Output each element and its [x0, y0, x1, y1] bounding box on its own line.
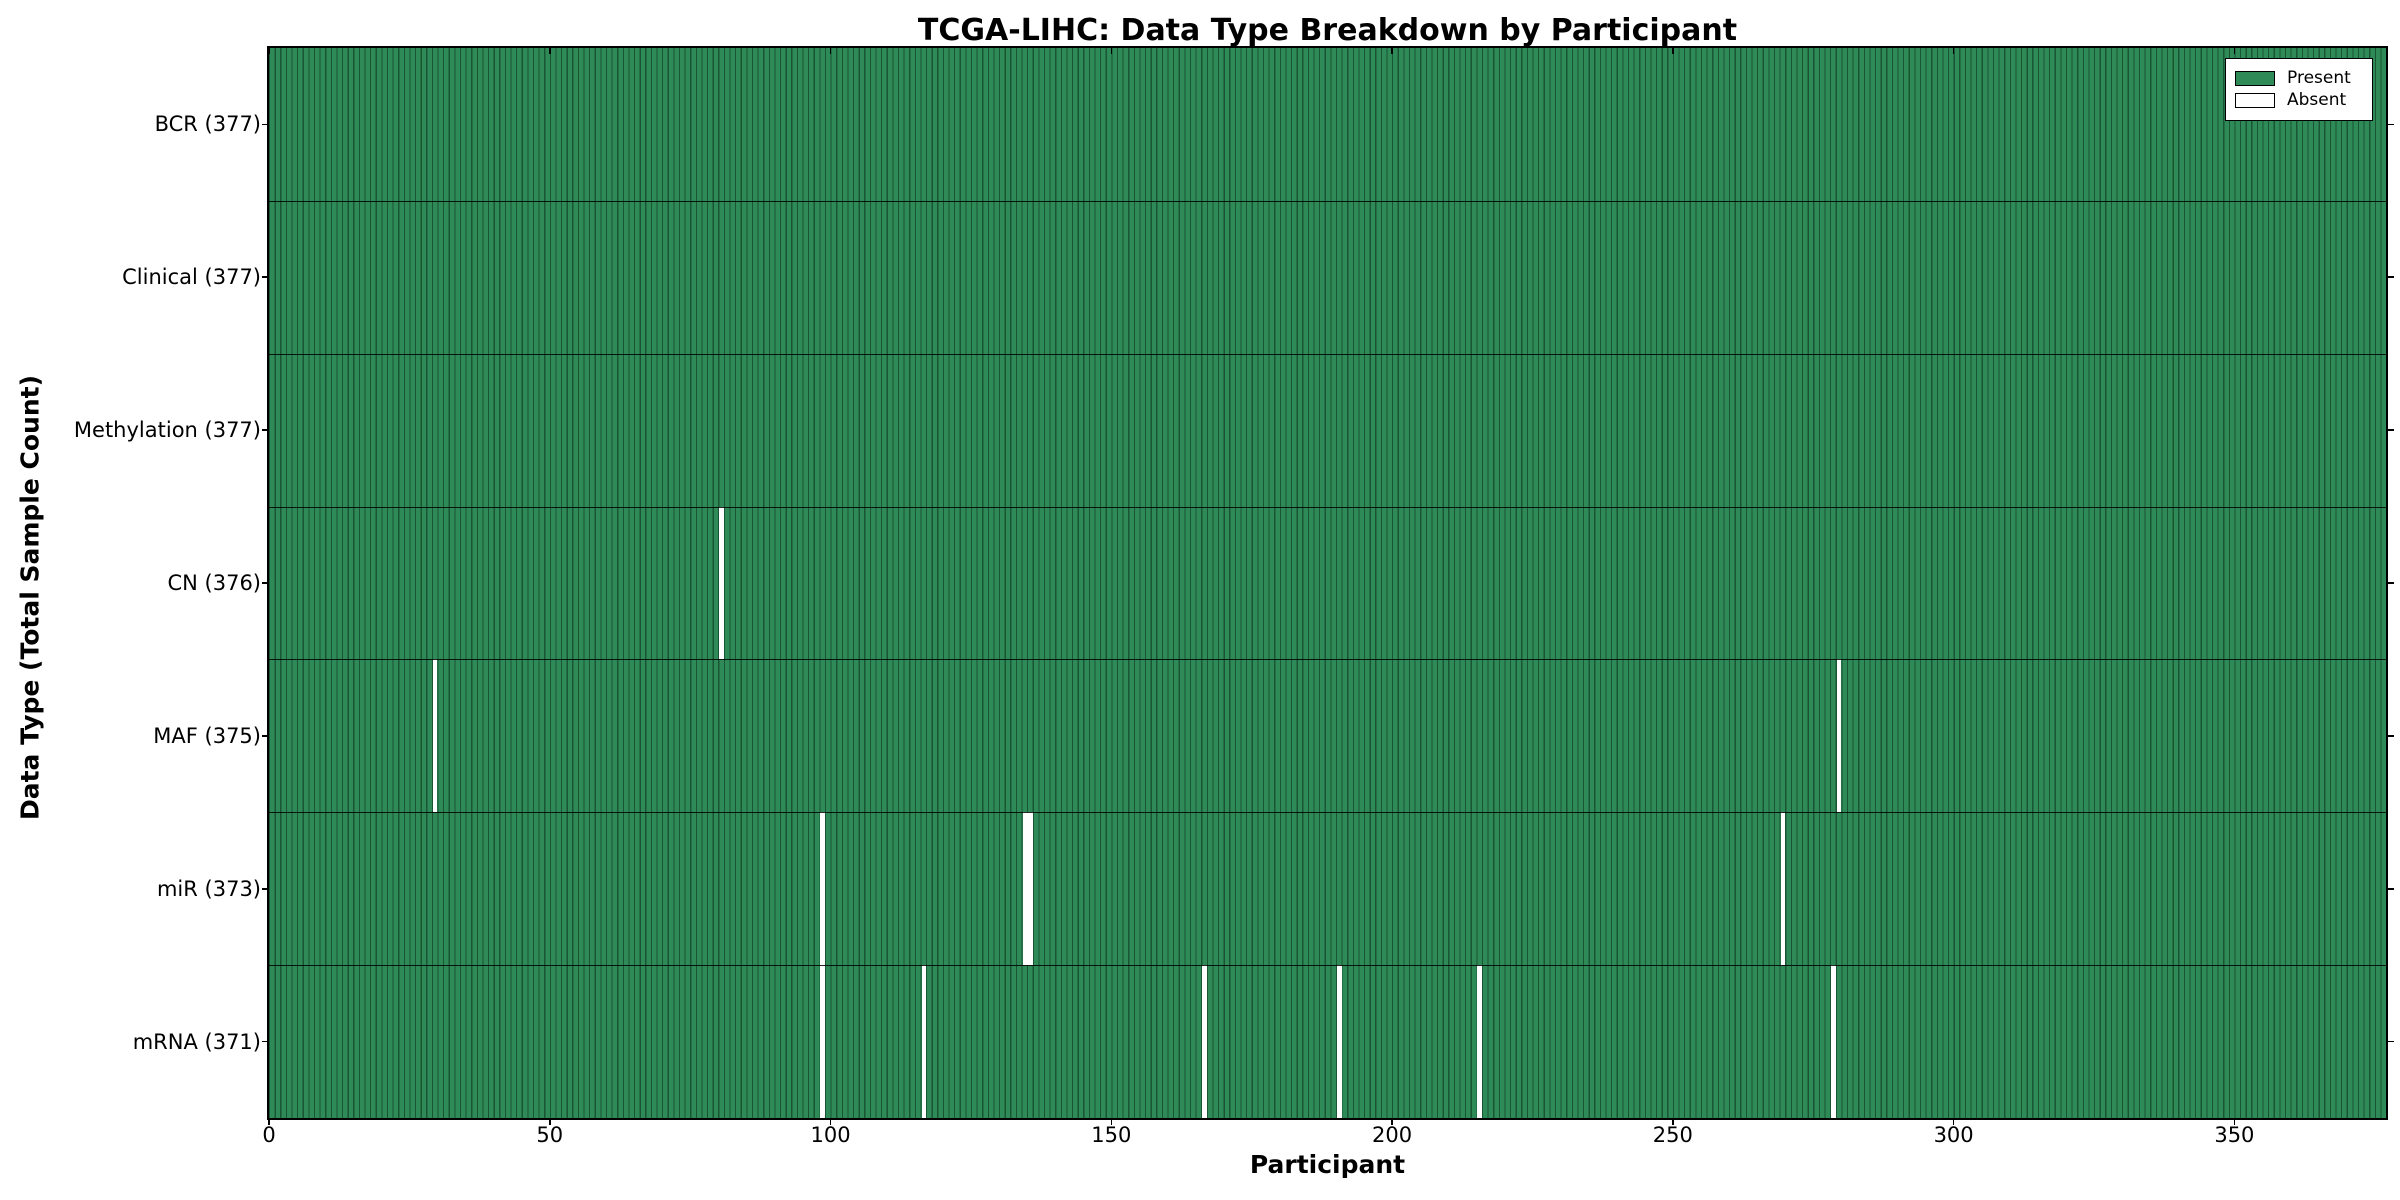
x-tick-top-300	[1952, 48, 1955, 54]
row-separator	[269, 200, 2386, 202]
row-separator	[269, 812, 2386, 814]
y-tick-left-CN	[262, 582, 268, 584]
row-separator	[269, 965, 2386, 967]
x-tick-label-200: 200	[1372, 1123, 1413, 1147]
absent-gap-MAF-29	[432, 659, 438, 813]
data-row-mRNA	[269, 965, 2386, 1118]
y-tick-left-Clinical	[262, 276, 268, 279]
y-tick-label-miR: miR (373)	[156, 876, 261, 901]
x-tick-200	[1391, 1120, 1393, 1125]
x-tick-label-300: 300	[1933, 1123, 1974, 1147]
y-tick-right-BCR	[2388, 123, 2394, 126]
y-axis-label: Data Type (Total Sample Count)	[15, 374, 45, 821]
legend: Present Absent	[2225, 58, 2373, 121]
row-separator	[269, 353, 2386, 355]
legend-entry-present: Present	[2235, 69, 2363, 88]
x-tick-150	[1110, 1120, 1113, 1125]
x-tick-0	[268, 1120, 270, 1125]
y-tick-label-BCR: BCR (377)	[154, 112, 261, 137]
x-axis-label: Participant	[1249, 1150, 1406, 1179]
y-tick-left-mRNA	[262, 1040, 268, 1043]
y-tick-left-BCR	[262, 123, 268, 126]
x-tick-top-0	[268, 48, 270, 54]
y-tick-right-Methylation	[2388, 429, 2394, 431]
present-swatch-icon	[2235, 71, 2275, 86]
y-tick-right-CN	[2388, 582, 2394, 584]
data-row-Methylation	[269, 354, 2386, 507]
row-separator	[269, 659, 2386, 661]
x-tick-50	[548, 1120, 551, 1125]
y-tick-left-miR	[262, 887, 268, 890]
absent-gap-mRNA-278	[1831, 965, 1836, 1118]
y-tick-label-Methylation: Methylation (377)	[73, 418, 261, 443]
x-tick-label-250: 250	[1652, 1123, 1693, 1147]
x-tick-top-100	[829, 48, 832, 54]
absent-gap-mRNA-98	[820, 965, 825, 1118]
x-tick-label-150: 150	[1091, 1123, 1132, 1147]
y-tick-left-Methylation	[262, 429, 268, 431]
x-tick-label-350: 350	[2214, 1123, 2255, 1147]
x-tick-label-100: 100	[810, 1123, 851, 1147]
plot-area	[267, 46, 2388, 1120]
y-tick-right-miR	[2388, 887, 2394, 890]
absent-gap-miR-134	[1022, 812, 1033, 966]
absent-gap-CN-80	[719, 506, 724, 660]
y-tick-label-Clinical: Clinical (377)	[122, 265, 261, 290]
absent-gap-MAF-279	[1836, 659, 1842, 813]
y-tick-label-mRNA: mRNA (371)	[132, 1029, 261, 1054]
legend-label-absent: Absent	[2287, 90, 2347, 110]
x-tick-label-0: 0	[262, 1123, 276, 1147]
legend-entry-absent: Absent	[2235, 91, 2363, 110]
y-tick-left-MAF	[262, 735, 268, 737]
x-tick-top-150	[1110, 48, 1113, 54]
row-separator	[269, 506, 2386, 508]
absent-swatch-icon	[2235, 93, 2275, 108]
x-tick-top-50	[548, 48, 551, 54]
absent-gap-miR-269	[1780, 812, 1786, 966]
legend-label-present: Present	[2287, 68, 2351, 88]
y-tick-label-CN: CN (376)	[167, 571, 261, 595]
chart-title: TCGA-LIHC: Data Type Breakdown by Partic…	[917, 13, 1738, 48]
data-row-CN	[269, 506, 2386, 660]
y-tick-right-MAF	[2388, 735, 2394, 737]
data-row-MAF	[269, 659, 2386, 813]
x-tick-350	[2233, 1120, 2236, 1125]
y-tick-right-Clinical	[2388, 276, 2394, 279]
data-row-Clinical	[269, 201, 2386, 354]
absent-gap-miR-98	[820, 812, 825, 966]
x-tick-top-200	[1391, 48, 1393, 54]
absent-gap-mRNA-215	[1477, 965, 1482, 1118]
x-tick-100	[829, 1120, 832, 1125]
x-tick-250	[1672, 1120, 1674, 1125]
absent-gap-mRNA-190	[1337, 965, 1342, 1118]
x-tick-top-350	[2233, 48, 2236, 54]
absent-gap-mRNA-116	[921, 965, 926, 1118]
x-tick-300	[1952, 1120, 1955, 1125]
y-tick-label-MAF: MAF (375)	[153, 723, 261, 748]
data-row-miR	[269, 812, 2386, 966]
x-tick-top-250	[1672, 48, 1674, 54]
y-tick-right-mRNA	[2388, 1040, 2394, 1043]
absent-gap-mRNA-166	[1202, 965, 1207, 1118]
x-tick-label-50: 50	[536, 1123, 564, 1147]
data-row-BCR	[269, 48, 2386, 201]
